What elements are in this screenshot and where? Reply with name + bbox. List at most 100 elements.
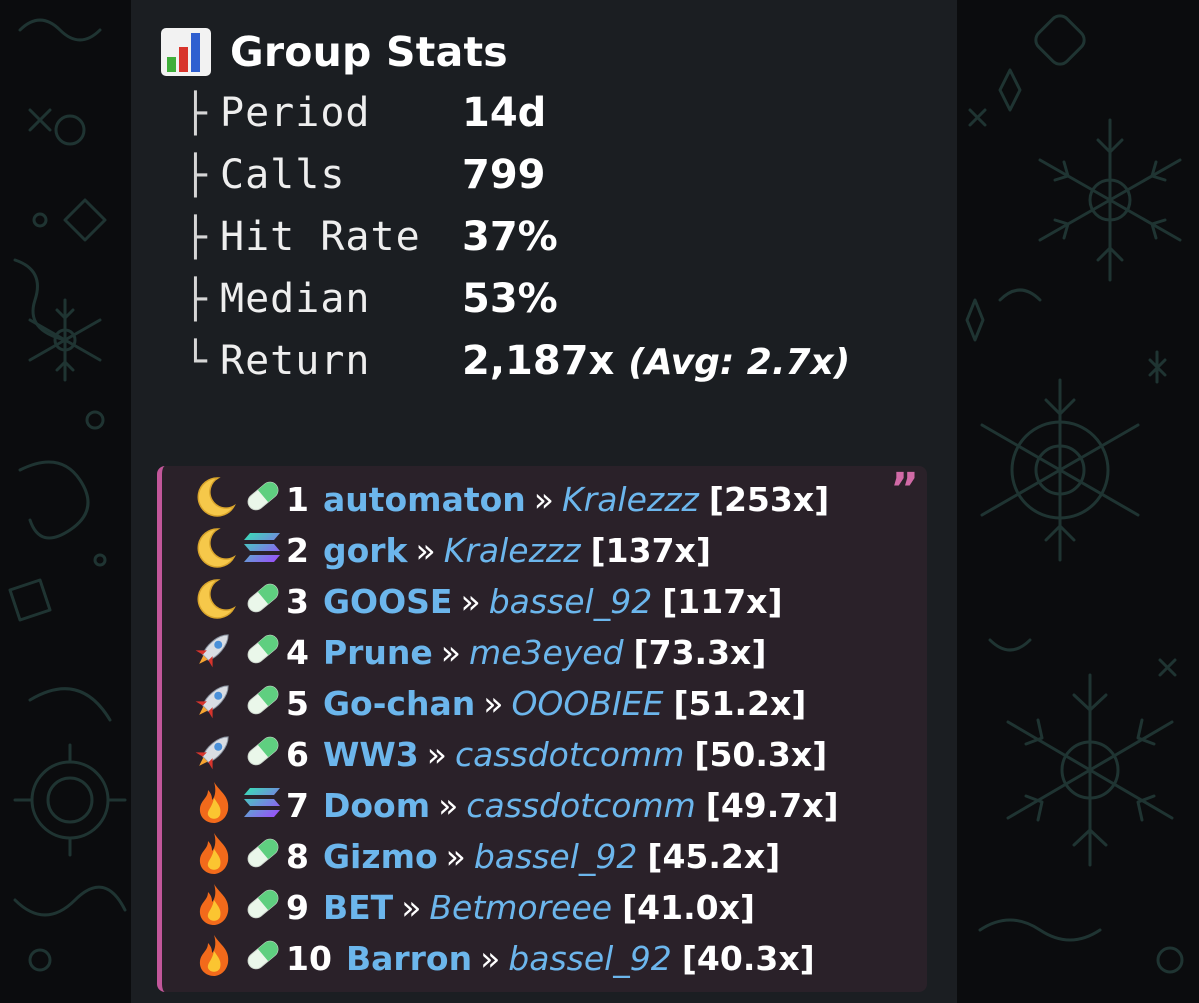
leaderboard-row: 3 GOOSE» bassel_92 [117x] <box>188 576 839 627</box>
tree-branch: ├ <box>184 215 207 259</box>
fire-icon <box>188 780 240 832</box>
multiplier: [50.3x] <box>694 735 828 774</box>
leaderboard-row: 2 gork» Kralezzz [137x] <box>188 525 839 576</box>
tree-branch: ├ <box>184 277 207 321</box>
multiplier: [253x] <box>708 480 830 519</box>
pill-icon <box>240 476 286 524</box>
rank-number: 4 <box>286 633 309 672</box>
token-link[interactable]: Doom <box>322 786 431 825</box>
bar-chart-emoji-icon <box>161 28 211 76</box>
caller-link[interactable]: bassel_92 <box>488 582 653 621</box>
stat-label: Hit Rate <box>220 214 421 260</box>
page-title: Group Stats <box>230 28 508 76</box>
token-link[interactable]: Go-chan <box>322 684 476 723</box>
rank-number: 1 <box>286 480 309 519</box>
rocket-icon <box>188 729 240 781</box>
rocket-icon <box>188 678 240 730</box>
rank-number: 10 <box>286 939 332 978</box>
stat-row-return: └ Return 2,187x (Avg: 2.7x) <box>184 330 850 392</box>
separator: » <box>480 939 501 978</box>
multiplier: [40.3x] <box>681 939 815 978</box>
stat-value: 2,187x (Avg: 2.7x) <box>462 338 850 384</box>
pill-icon <box>240 833 286 881</box>
multiplier: [41.0x] <box>622 888 755 927</box>
rank-number: 3 <box>286 582 309 621</box>
caller-link[interactable]: cassdotcomm <box>454 735 685 774</box>
pill-icon <box>240 731 286 779</box>
caller-link[interactable]: Kralezzz <box>561 480 699 519</box>
pill-icon <box>240 578 286 626</box>
stat-value: 53% <box>462 276 558 322</box>
quote-mark-icon: ” <box>890 464 919 515</box>
multiplier: [117x] <box>662 582 783 621</box>
stat-label: Calls <box>220 152 346 198</box>
multiplier: [73.3x] <box>633 633 767 672</box>
solana-icon <box>240 782 286 830</box>
stat-label: Median <box>220 276 371 322</box>
crescent-moon-icon <box>188 576 240 628</box>
caller-link[interactable]: cassdotcomm <box>466 786 696 825</box>
fire-icon <box>188 882 240 934</box>
stat-row-calls: ├ Calls 799 <box>184 144 850 206</box>
multiplier: [137x] <box>590 531 711 570</box>
return-total: 2,187x <box>462 338 615 384</box>
fire-icon <box>188 831 240 883</box>
leaderboard-row: 10 Barron» bassel_92 [40.3x] <box>188 933 839 984</box>
return-average: (Avg: 2.7x) <box>628 342 851 383</box>
token-link[interactable]: Prune <box>322 633 433 672</box>
leaderboard-row: 7 Doom» cassdotcomm [49.7x] <box>188 780 839 831</box>
pill-icon <box>240 680 286 728</box>
token-link[interactable]: Gizmo <box>322 837 438 876</box>
separator: » <box>438 786 459 825</box>
separator: » <box>533 480 554 519</box>
stats-header: Group Stats <box>160 22 508 82</box>
token-link[interactable]: GOOSE <box>322 582 453 621</box>
rank-number: 9 <box>286 888 309 927</box>
leaderboard-row: 8 Gizmo» bassel_92 [45.2x] <box>188 831 839 882</box>
solana-icon <box>240 527 286 575</box>
separator: » <box>415 531 436 570</box>
multiplier: [49.7x] <box>705 786 839 825</box>
stats-list: ├ Period 14d ├ Calls 799 ├ Hit Rate 37% … <box>184 82 850 392</box>
pill-icon <box>240 629 286 677</box>
separator: » <box>426 735 447 774</box>
crescent-moon-icon <box>188 525 240 577</box>
caller-link[interactable]: OOOBIEE <box>511 684 664 723</box>
token-link[interactable]: Barron <box>345 939 473 978</box>
leaderboard-row: 5 Go-chan» OOOBIEE [51.2x] <box>188 678 839 729</box>
pill-icon <box>240 935 286 983</box>
token-link[interactable]: automaton <box>322 480 526 519</box>
separator: » <box>445 837 466 876</box>
token-link[interactable]: gork <box>322 531 408 570</box>
separator: » <box>440 633 461 672</box>
token-link[interactable]: WW3 <box>322 735 419 774</box>
crescent-moon-icon <box>188 474 240 526</box>
separator: » <box>483 684 504 723</box>
rank-number: 6 <box>286 735 309 774</box>
caller-link[interactable]: Betmoreee <box>429 888 613 927</box>
separator: » <box>401 888 422 927</box>
rank-number: 7 <box>286 786 309 825</box>
caller-link[interactable]: Kralezzz <box>443 531 581 570</box>
leaderboard-row: 6 WW3» cassdotcomm [50.3x] <box>188 729 839 780</box>
stat-row-period: ├ Period 14d <box>184 82 850 144</box>
leaderboard-quote: ” 1 automaton» Kralezzz [253x] 2 gork» Kralezz… <box>157 466 927 992</box>
tree-branch: ├ <box>184 91 207 135</box>
leaderboard-row: 1 automaton» Kralezzz [253x] <box>188 474 839 525</box>
stat-value: 14d <box>462 90 547 136</box>
rocket-icon <box>188 627 240 679</box>
token-link[interactable]: BET <box>322 888 394 927</box>
tree-branch: └ <box>184 339 207 383</box>
caller-link[interactable]: bassel_92 <box>473 837 638 876</box>
tree-branch: ├ <box>184 153 207 197</box>
fire-icon <box>188 933 240 985</box>
caller-link[interactable]: me3eyed <box>469 633 624 672</box>
leaderboard-list: 1 automaton» Kralezzz [253x] 2 gork» Kralezzz[… <box>188 474 839 984</box>
stat-value: 799 <box>462 152 546 198</box>
caller-link[interactable]: bassel_92 <box>508 939 672 978</box>
stat-value: 37% <box>462 214 558 260</box>
stat-label: Period <box>220 90 371 136</box>
stat-row-median: ├ Median 53% <box>184 268 850 330</box>
pill-icon <box>240 884 286 932</box>
